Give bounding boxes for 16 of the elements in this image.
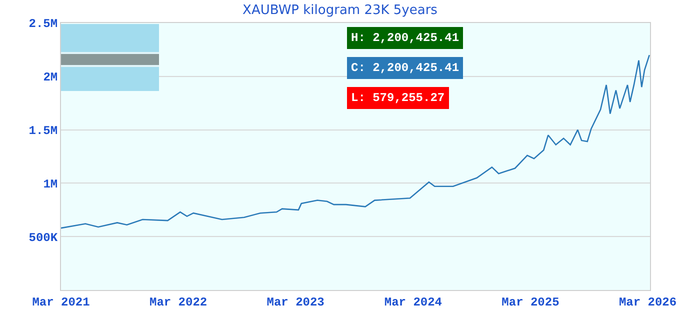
- x-tick-label: Mar 2021: [32, 295, 90, 310]
- annotation: H: 2,200,425.41: [351, 31, 460, 45]
- x-tick-label: Mar 2026: [618, 295, 677, 310]
- chart-title: XAUBWP kilogram 23K 5years: [242, 2, 438, 18]
- annotation: L: 579,255.27: [351, 91, 445, 105]
- annotation: C: 2,200,425.41: [351, 61, 460, 75]
- x-tick-label: Mar 2025: [502, 295, 560, 310]
- y-tick-label: 1.5M: [28, 124, 58, 138]
- x-tick-label: Mar 2024: [384, 295, 442, 310]
- line-series: [61, 54, 650, 229]
- y-tick-label: 500K: [28, 230, 58, 245]
- y-tick-label: 1M: [43, 177, 58, 192]
- y-tick-label: 2.5M: [28, 17, 58, 32]
- y-tick-label: 2M: [43, 70, 58, 85]
- x-tick-label: Mar 2022: [149, 295, 208, 310]
- x-tick-label: Mar 2023: [266, 295, 324, 310]
